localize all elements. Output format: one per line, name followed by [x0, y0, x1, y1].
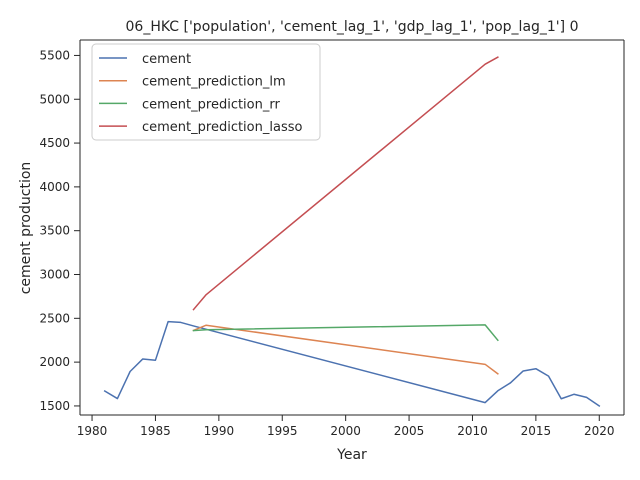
- legend-box: [91, 43, 321, 141]
- x-tick-label: 1990: [204, 424, 235, 438]
- series-line-cement-prediction-lasso: [192, 56, 499, 311]
- y-tick-label: 3000: [39, 268, 70, 282]
- series-line-cement: [103, 320, 601, 407]
- x-tick-label: 2000: [330, 424, 361, 438]
- legend: cement cement_prediction_lm cement_predict…: [91, 43, 321, 141]
- x-tick-label: 2005: [394, 424, 425, 438]
- y-tick-label: 2000: [39, 355, 70, 369]
- legend-label-cement-prediction-lasso: cement_prediction_lasso: [142, 120, 302, 135]
- legend-label-cement: cement: [142, 52, 191, 67]
- x-tick-label: 1980: [77, 424, 108, 438]
- y-axis: 1500 2000 2500 3000 3500 4000 4500 5000 5500: [39, 48, 80, 413]
- y-tick-label: 5000: [39, 92, 70, 106]
- x-tick-label: 1985: [140, 424, 171, 438]
- legend-label-cement-prediction-rr: cement_prediction_rr: [142, 97, 280, 112]
- series-line-cement-prediction-rr: [192, 324, 499, 342]
- x-tick-label: 1995: [267, 424, 298, 438]
- x-axis-label: Year: [336, 447, 367, 463]
- series-layer: [103, 56, 601, 407]
- y-axis-label: cement production: [18, 162, 34, 295]
- x-tick-label: 2015: [521, 424, 552, 438]
- x-tick-label: 2020: [584, 424, 615, 438]
- y-tick-label: 2500: [39, 311, 70, 325]
- x-tick-label: 2010: [457, 424, 488, 438]
- axes-frame: [79, 39, 625, 416]
- x-axis: 1980 1985 1990 1995 2000 2005 2010 2015 2020: [77, 415, 615, 438]
- y-tick-label: 4500: [39, 136, 70, 150]
- y-tick-label: 5500: [39, 48, 70, 62]
- y-tick-label: 1500: [39, 399, 70, 413]
- y-tick-label: 4000: [39, 180, 70, 194]
- y-tick-label: 3500: [39, 224, 70, 238]
- series-line-cement-prediction-lm: [192, 324, 499, 375]
- legend-label-cement-prediction-lm: cement_prediction_lm: [142, 75, 286, 90]
- chart-title: 06_HKC ['population', 'cement_lag_1', 'g…: [126, 19, 579, 35]
